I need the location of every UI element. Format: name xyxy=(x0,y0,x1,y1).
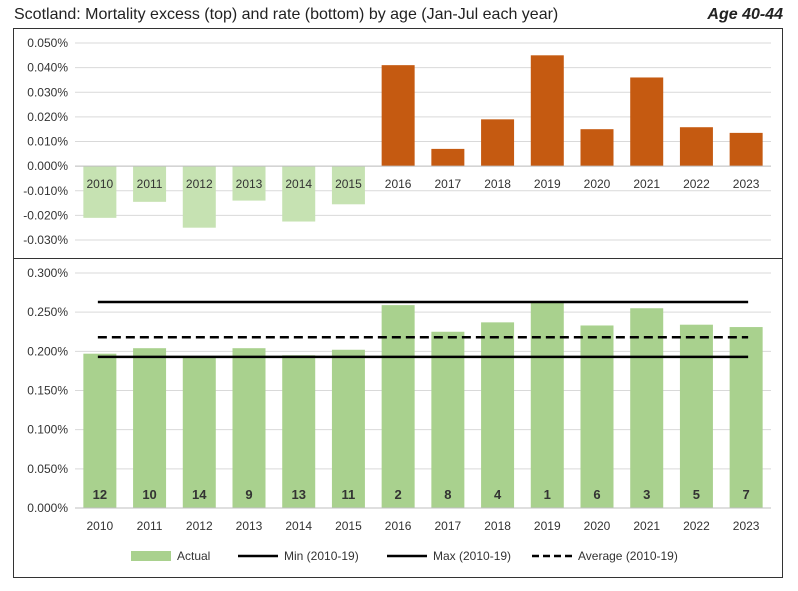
top-x-tick-label: 2016 xyxy=(385,177,412,191)
rank-label: 6 xyxy=(593,487,600,502)
top-x-tick-label: 2023 xyxy=(733,177,760,191)
rate-bar xyxy=(630,308,664,508)
top-x-tick-label: 2011 xyxy=(137,177,163,191)
excess-bar xyxy=(580,129,614,167)
legend-line-label: Min (2010-19) xyxy=(284,549,359,563)
chart-title: Scotland: Mortality excess (top) and rat… xyxy=(14,6,559,23)
rank-label: 13 xyxy=(291,487,305,502)
excess-bar xyxy=(630,77,664,167)
bottom-x-tick-label: 2011 xyxy=(137,519,163,533)
bottom-x-tick-label: 2013 xyxy=(236,519,263,533)
rate-bar xyxy=(182,357,216,508)
top-y-tick-label: 0.040% xyxy=(27,61,68,75)
rate-bar xyxy=(481,322,515,508)
legend-line-label: Average (2010-19) xyxy=(578,549,678,563)
rate-bar xyxy=(530,302,564,508)
top-y-tick-label: 0.020% xyxy=(27,110,68,124)
top-x-tick-label: 2022 xyxy=(683,177,710,191)
bottom-x-tick-label: 2010 xyxy=(87,519,114,533)
age-group-label: Age 40-44 xyxy=(707,6,783,23)
bottom-x-tick-label: 2021 xyxy=(633,519,660,533)
top-x-tick-label: 2019 xyxy=(534,177,561,191)
top-x-tick-label: 2012 xyxy=(186,177,213,191)
bottom-y-tick-label: 0.200% xyxy=(27,344,68,358)
top-y-tick-label: 0.000% xyxy=(27,159,68,173)
excess-bar xyxy=(133,166,167,202)
rate-bar xyxy=(729,327,763,508)
top-x-tick-label: 2017 xyxy=(435,177,462,191)
bottom-x-tick-label: 2017 xyxy=(435,519,462,533)
rank-label: 14 xyxy=(192,487,207,502)
chart-frame xyxy=(13,28,783,578)
bottom-x-tick-label: 2019 xyxy=(534,519,561,533)
rate-bar xyxy=(282,355,316,508)
top-y-tick-label: -0.010% xyxy=(23,184,68,198)
rank-label: 8 xyxy=(444,487,451,502)
bottom-y-tick-label: 0.050% xyxy=(27,462,68,476)
excess-bar xyxy=(83,166,117,218)
excess-bar xyxy=(530,55,564,167)
bottom-x-tick-label: 2022 xyxy=(683,519,710,533)
excess-bar xyxy=(431,148,465,167)
rank-label: 5 xyxy=(693,487,700,502)
rate-bar xyxy=(431,331,465,508)
rank-label: 1 xyxy=(544,487,551,502)
bottom-y-tick-label: 0.250% xyxy=(27,305,68,319)
legend-actual-swatch xyxy=(131,551,171,561)
bottom-y-tick-label: 0.100% xyxy=(27,423,68,437)
bottom-x-tick-label: 2014 xyxy=(285,519,312,533)
rank-label: 10 xyxy=(142,487,156,502)
top-x-tick-label: 2020 xyxy=(584,177,611,191)
top-x-tick-label: 2010 xyxy=(87,177,114,191)
top-y-tick-label: 0.030% xyxy=(27,85,68,99)
excess-bar xyxy=(481,119,515,167)
excess-bar xyxy=(381,65,415,167)
rate-bar xyxy=(580,325,614,508)
rate-bar xyxy=(331,349,365,508)
bottom-x-tick-label: 2018 xyxy=(484,519,511,533)
rank-label: 7 xyxy=(743,487,750,502)
bottom-x-tick-label: 2020 xyxy=(584,519,611,533)
panel-divider xyxy=(13,258,783,259)
rate-bar xyxy=(133,348,167,508)
excess-bar xyxy=(182,166,216,228)
rank-label: 12 xyxy=(93,487,107,502)
rate-bar xyxy=(83,353,117,508)
top-x-tick-label: 2014 xyxy=(285,177,312,191)
top-y-tick-label: -0.030% xyxy=(23,233,68,247)
bottom-x-tick-label: 2016 xyxy=(385,519,412,533)
legend-line-label: Max (2010-19) xyxy=(433,549,511,563)
excess-bar xyxy=(232,166,266,201)
top-x-tick-label: 2015 xyxy=(335,177,362,191)
bottom-x-tick-label: 2023 xyxy=(733,519,760,533)
rank-label: 9 xyxy=(245,487,252,502)
excess-bar xyxy=(679,127,713,167)
rank-label: 2 xyxy=(395,487,402,502)
bottom-x-tick-label: 2012 xyxy=(186,519,213,533)
rate-bar xyxy=(381,305,415,508)
top-y-tick-label: 0.050% xyxy=(27,36,68,50)
top-x-tick-label: 2018 xyxy=(484,177,511,191)
bottom-x-tick-label: 2015 xyxy=(335,519,362,533)
top-y-tick-label: 0.010% xyxy=(27,135,68,149)
rank-label: 11 xyxy=(342,487,356,502)
top-x-tick-label: 2021 xyxy=(633,177,660,191)
rate-bar xyxy=(679,324,713,508)
rank-label: 4 xyxy=(494,487,502,502)
excess-bar xyxy=(729,132,763,167)
excess-bar xyxy=(331,166,365,205)
rank-label: 3 xyxy=(643,487,650,502)
top-y-tick-label: -0.020% xyxy=(23,208,68,222)
top-x-tick-label: 2013 xyxy=(236,177,263,191)
bottom-y-tick-label: 0.000% xyxy=(27,501,68,515)
bottom-y-tick-label: 0.150% xyxy=(27,384,68,398)
rate-bar xyxy=(232,348,266,508)
legend-actual-label: Actual xyxy=(177,549,210,563)
bottom-y-tick-label: 0.300% xyxy=(27,266,68,280)
excess-bar xyxy=(282,166,316,222)
